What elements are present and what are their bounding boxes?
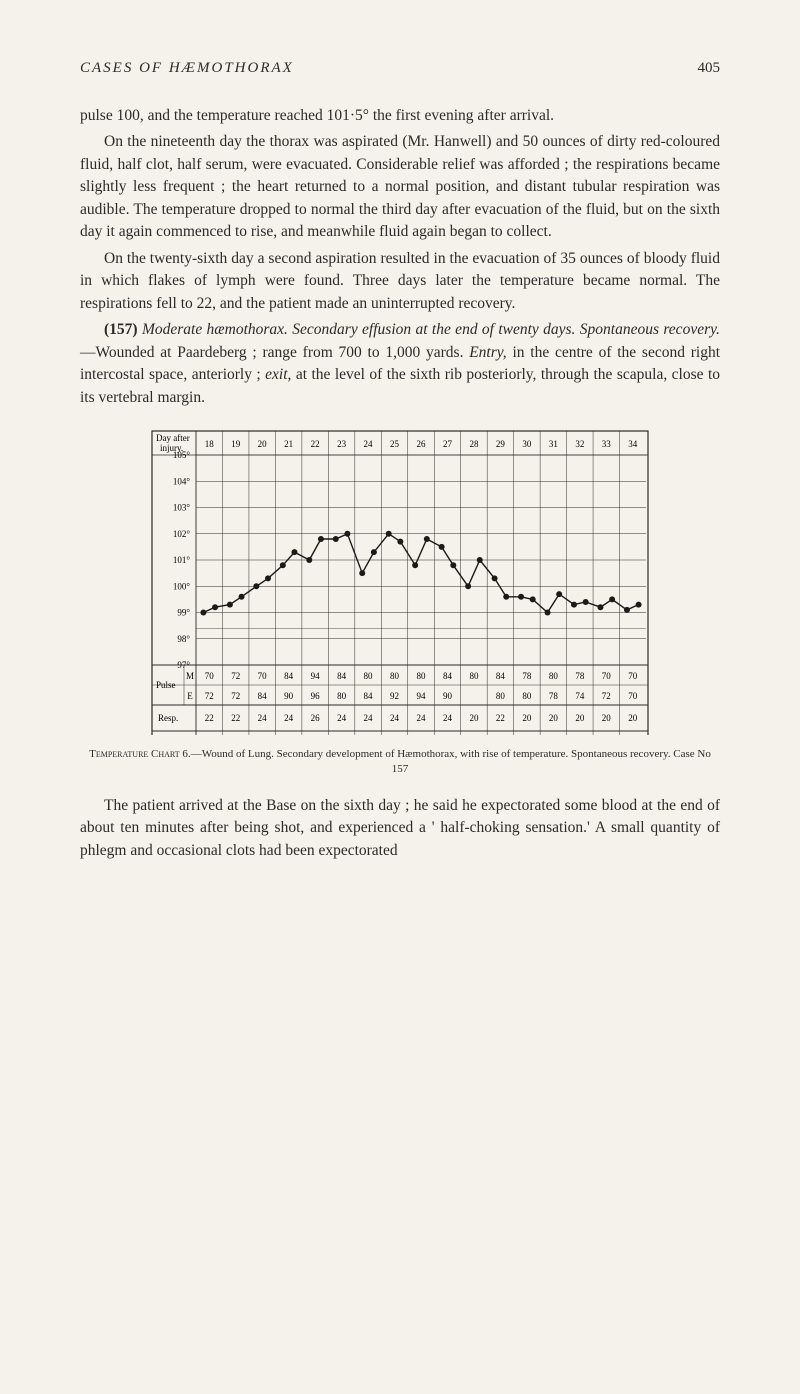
svg-text:33: 33 <box>602 439 612 449</box>
svg-text:29: 29 <box>496 439 506 449</box>
svg-text:24: 24 <box>443 713 453 723</box>
svg-text:72: 72 <box>231 691 240 701</box>
chart-caption: Temperature Chart 6.—Wound of Lung. Seco… <box>80 747 720 777</box>
svg-text:105°: 105° <box>173 450 191 460</box>
svg-text:74: 74 <box>575 691 585 701</box>
svg-text:Day after: Day after <box>156 433 190 443</box>
svg-text:84: 84 <box>496 671 506 681</box>
para-2: On the nineteenth day the thorax was asp… <box>80 131 720 243</box>
svg-text:23: 23 <box>337 439 347 449</box>
svg-text:28: 28 <box>469 439 479 449</box>
svg-text:80: 80 <box>337 691 347 701</box>
svg-text:Pulse: Pulse <box>156 680 176 690</box>
svg-text:20: 20 <box>628 713 638 723</box>
caption-lead: Temperature Chart 6. <box>89 748 191 760</box>
svg-text:80: 80 <box>522 691 532 701</box>
svg-text:78: 78 <box>575 671 585 681</box>
svg-text:32: 32 <box>575 439 584 449</box>
svg-text:24: 24 <box>337 713 347 723</box>
svg-text:72: 72 <box>231 671 240 681</box>
caption-body: —Wound of Lung. Secondary development of… <box>191 748 711 775</box>
svg-text:24: 24 <box>284 713 294 723</box>
p4-text-1: —Wounded at Paardeberg ; range from 700 … <box>80 344 469 361</box>
exit-label: exit, <box>265 366 291 383</box>
svg-text:22: 22 <box>496 713 505 723</box>
svg-text:80: 80 <box>549 671 559 681</box>
svg-text:24: 24 <box>258 713 268 723</box>
svg-text:26: 26 <box>311 713 321 723</box>
svg-text:70: 70 <box>628 691 638 701</box>
svg-text:18: 18 <box>205 439 215 449</box>
svg-text:70: 70 <box>205 671 215 681</box>
svg-text:21: 21 <box>284 439 293 449</box>
svg-text:80: 80 <box>417 671 427 681</box>
svg-text:20: 20 <box>522 713 532 723</box>
svg-text:34: 34 <box>628 439 638 449</box>
svg-text:98°: 98° <box>177 634 190 644</box>
svg-text:78: 78 <box>549 691 559 701</box>
svg-text:101°: 101° <box>173 555 191 565</box>
page-number: 405 <box>698 60 721 77</box>
svg-text:84: 84 <box>258 691 268 701</box>
temperature-chart: Day afterinjury.181920212223242526272829… <box>150 429 650 735</box>
svg-text:70: 70 <box>258 671 268 681</box>
svg-text:92: 92 <box>390 691 399 701</box>
svg-text:27: 27 <box>443 439 453 449</box>
svg-text:72: 72 <box>205 691 214 701</box>
svg-text:M: M <box>186 671 194 681</box>
svg-text:Resp.: Resp. <box>158 713 178 723</box>
case-number: (157) <box>104 321 138 338</box>
svg-text:22: 22 <box>231 713 240 723</box>
svg-text:31: 31 <box>549 439 558 449</box>
svg-text:84: 84 <box>337 671 347 681</box>
svg-text:24: 24 <box>390 713 400 723</box>
svg-text:20: 20 <box>575 713 585 723</box>
svg-text:96: 96 <box>311 691 321 701</box>
svg-text:94: 94 <box>311 671 321 681</box>
svg-text:100°: 100° <box>173 581 191 591</box>
svg-text:20: 20 <box>549 713 559 723</box>
svg-text:80: 80 <box>496 691 506 701</box>
svg-text:90: 90 <box>443 691 453 701</box>
svg-text:104°: 104° <box>173 476 191 486</box>
svg-text:80: 80 <box>469 671 479 681</box>
svg-text:19: 19 <box>231 439 241 449</box>
svg-text:22: 22 <box>205 713 214 723</box>
svg-text:72: 72 <box>602 691 611 701</box>
entry-label: Entry, <box>469 344 506 361</box>
svg-text:24: 24 <box>364 439 374 449</box>
svg-text:84: 84 <box>364 691 374 701</box>
svg-text:20: 20 <box>602 713 612 723</box>
svg-text:70: 70 <box>602 671 612 681</box>
svg-text:22: 22 <box>311 439 320 449</box>
svg-text:80: 80 <box>390 671 400 681</box>
chart-svg: Day afterinjury.181920212223242526272829… <box>150 429 650 735</box>
svg-text:84: 84 <box>284 671 294 681</box>
svg-text:26: 26 <box>417 439 427 449</box>
svg-text:70: 70 <box>628 671 638 681</box>
svg-text:24: 24 <box>417 713 427 723</box>
svg-text:24: 24 <box>364 713 374 723</box>
svg-text:30: 30 <box>522 439 532 449</box>
svg-text:25: 25 <box>390 439 400 449</box>
para-3: On the twenty-sixth day a second aspirat… <box>80 248 720 315</box>
svg-text:E: E <box>187 691 193 701</box>
running-title: CASES OF HÆMOTHORAX <box>80 60 294 77</box>
para-1: pulse 100, and the temperature reached 1… <box>80 105 720 127</box>
svg-text:80: 80 <box>364 671 374 681</box>
svg-text:103°: 103° <box>173 503 191 513</box>
svg-text:20: 20 <box>258 439 268 449</box>
svg-text:84: 84 <box>443 671 453 681</box>
svg-text:94: 94 <box>417 691 427 701</box>
svg-text:78: 78 <box>522 671 532 681</box>
para-4: (157) Moderate hæmothorax. Secondary eff… <box>80 319 720 409</box>
svg-text:102°: 102° <box>173 529 191 539</box>
para-5: The patient arrived at the Base on the s… <box>80 795 720 862</box>
svg-text:99°: 99° <box>177 608 190 618</box>
svg-text:90: 90 <box>284 691 294 701</box>
case-title: Moderate hæmothorax. Secondary effusion … <box>142 321 720 338</box>
svg-text:20: 20 <box>469 713 479 723</box>
